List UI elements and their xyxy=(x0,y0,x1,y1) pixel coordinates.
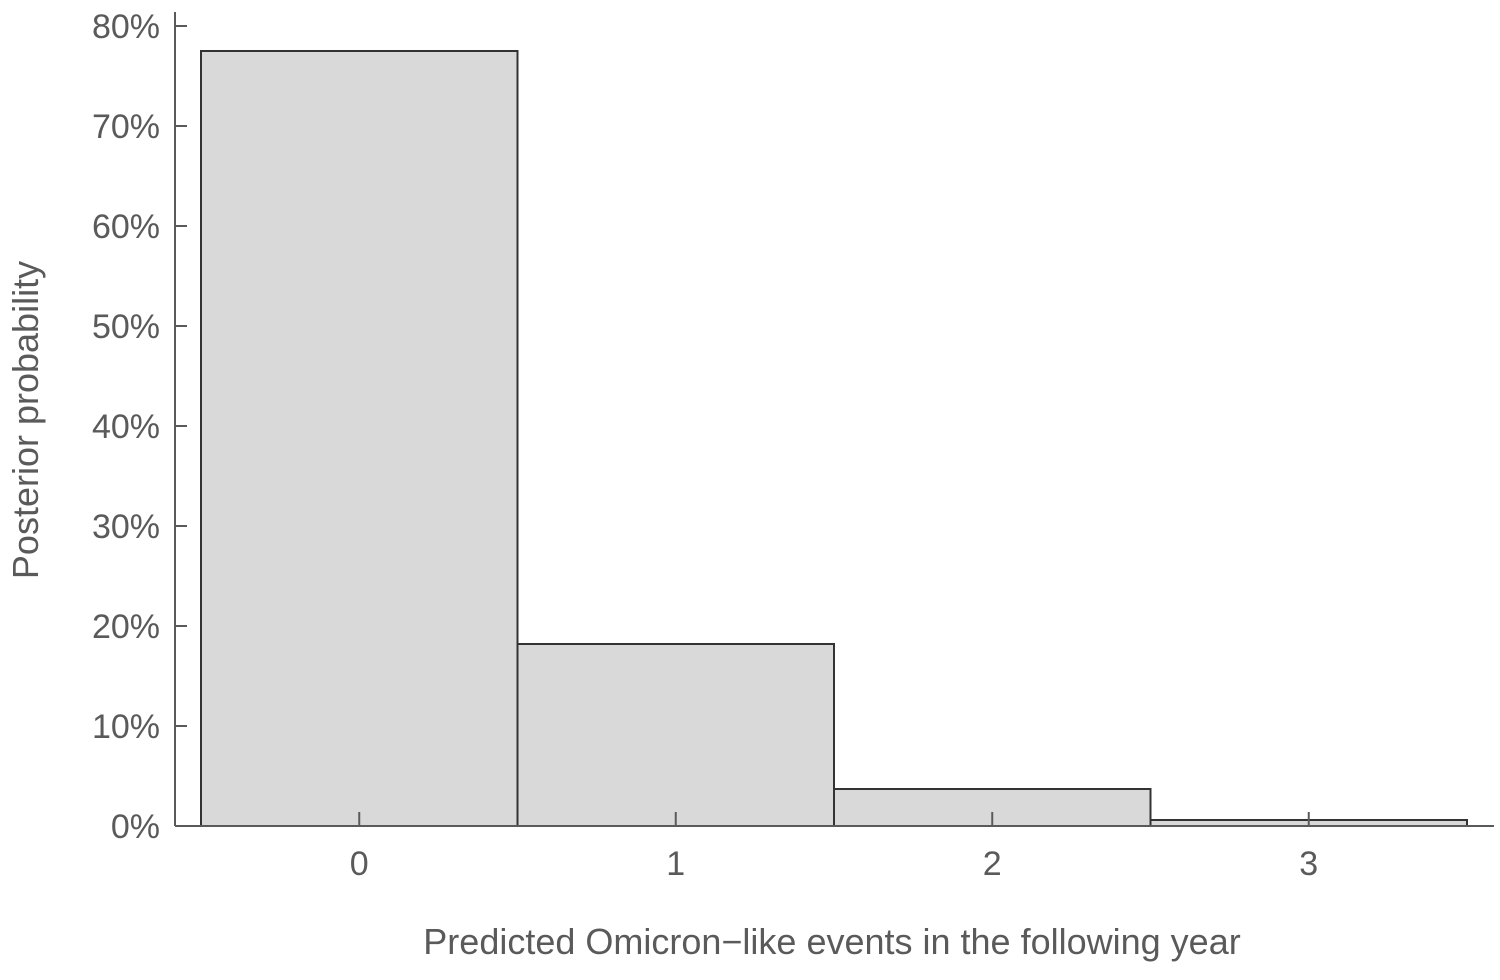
y-tick-label: 80% xyxy=(92,8,160,46)
y-tick-label: 60% xyxy=(92,208,160,246)
y-tick-label: 40% xyxy=(92,408,160,446)
x-axis-title: Predicted Omicron−like events in the fol… xyxy=(423,921,1240,962)
y-ticks: 0% 10% 20% 30% 40% 50% 60% 70% 80% xyxy=(92,8,187,846)
axes-layer xyxy=(174,12,1494,827)
bar-0 xyxy=(200,50,519,827)
y-tick-label: 20% xyxy=(92,608,160,646)
y-tick-label: 10% xyxy=(92,708,160,746)
x-tick-label: 1 xyxy=(666,845,685,883)
y-tick-label: 30% xyxy=(92,508,160,546)
y-tick-label: 50% xyxy=(92,308,160,346)
x-tick-label: 0 xyxy=(350,845,369,883)
bars-layer xyxy=(200,50,1468,827)
y-axis-title: Posterior probability xyxy=(5,261,46,579)
y-tick-label: 0% xyxy=(111,808,160,846)
bar-1 xyxy=(516,643,835,827)
y-tick-label: 70% xyxy=(92,108,160,146)
x-ticks: 0 1 2 3 xyxy=(350,812,1318,883)
x-tick-label: 3 xyxy=(1299,845,1318,883)
x-tick-label: 2 xyxy=(983,845,1002,883)
